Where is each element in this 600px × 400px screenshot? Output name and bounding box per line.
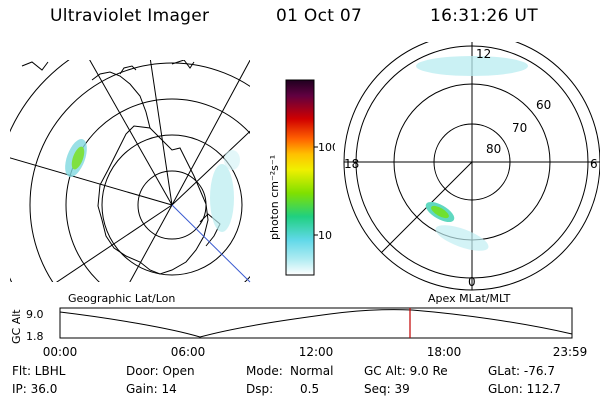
gain-info: Gain: 14 [126, 382, 177, 396]
right-map-caption: Apex MLat/MLT [428, 292, 511, 305]
colorbar-tick-10: 10 [318, 229, 332, 242]
colorbar-tick-100: 100 [318, 141, 335, 154]
door-info: Door: Open [126, 364, 195, 378]
mode-label: Mode: [246, 364, 283, 378]
dsp-label: Dsp: [246, 382, 274, 396]
mlt-label-18: 18 [344, 157, 359, 171]
mlat-label-70: 70 [512, 121, 527, 135]
dsp-value: 0.5 [300, 382, 320, 396]
timeline-xtick-0600: 06:00 [171, 345, 206, 359]
left-map-caption: Geographic Lat/Lon [68, 292, 176, 305]
altitude-timeline: GC Alt 9.0 1.8 00:00 06:00 12:00 18:00 2… [10, 307, 588, 359]
intensity-colorbar: 100 10 photon cm⁻²s⁻¹ [268, 79, 335, 276]
mlt-label-6: 6 [590, 157, 598, 171]
gc-alt-info: GC Alt: 9.0 Re [364, 364, 448, 378]
mode-value: Normal [290, 364, 334, 378]
glon-info: GLon: 112.7 [488, 382, 561, 396]
timeline-xtick-0000: 00:00 [43, 345, 78, 359]
time-label: 16:31:26 UT [430, 6, 538, 26]
timeline-xtick-2359: 23:59 [553, 345, 588, 359]
timeline-ytick-low: 1.8 [26, 330, 44, 343]
instrument-title: Ultraviolet Imager [50, 6, 210, 26]
timeline-ytick-high: 9.0 [26, 308, 44, 321]
timeline-ylabel: GC Alt [10, 309, 23, 344]
ip-info: IP: 36.0 [12, 382, 58, 396]
magnetic-polar-map: 12 18 6 0 60 70 80 [343, 42, 600, 291]
mlt-label-0: 0 [468, 275, 476, 289]
seq-info: Seq: 39 [364, 382, 410, 396]
mlat-label-60: 60 [536, 98, 551, 112]
glat-info: GLat: -76.7 [488, 364, 555, 378]
timeline-xtick-1800: 18:00 [427, 345, 462, 359]
mlt-label-12: 12 [476, 47, 491, 61]
filter-info: Flt: LBHL [12, 364, 66, 378]
colorbar-unit-label: photon cm⁻²s⁻¹ [268, 155, 281, 240]
date-label: 01 Oct 07 [276, 6, 363, 26]
mlat-label-80: 80 [486, 142, 501, 156]
timeline-xtick-1200: 12:00 [299, 345, 334, 359]
geographic-map [10, 60, 251, 283]
